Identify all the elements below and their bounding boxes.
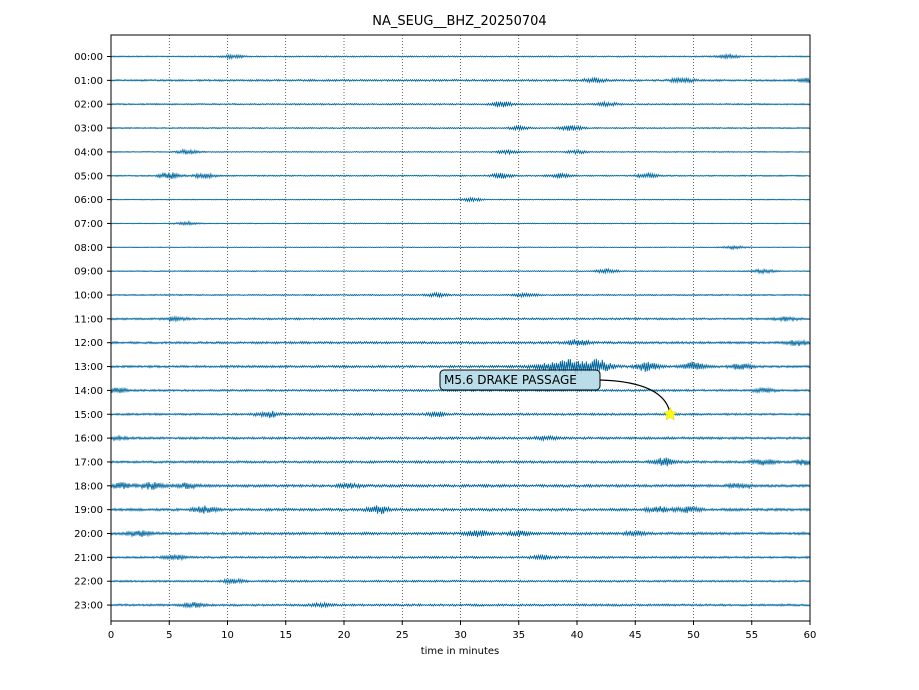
x-tick-label: 45 (629, 630, 642, 641)
y-tick-label: 20:00 (74, 529, 103, 540)
y-tick-labels: 00:00 01:00 02:00 03:00 04:00 05:00 06:00 07:00… (74, 52, 111, 612)
y-tick-label: 14:00 (74, 386, 103, 397)
trace-2200 (110, 577, 811, 585)
trace-0300 (110, 124, 811, 132)
x-tick-label: 25 (396, 630, 409, 641)
x-tick-label: 30 (454, 630, 467, 641)
trace-0200 (110, 100, 811, 108)
y-tick-label: 07:00 (74, 219, 103, 230)
y-tick-label: 13:00 (74, 362, 103, 373)
y-tick-label: 11:00 (74, 314, 103, 325)
y-tick-label: 04:00 (74, 147, 103, 158)
trace-1200 (110, 339, 811, 347)
x-tick-label: 20 (338, 630, 351, 641)
x-tick-label: 5 (166, 630, 172, 641)
trace-0400 (110, 148, 811, 156)
trace-0700 (110, 220, 811, 227)
x-tick-label: 0 (108, 630, 114, 641)
x-tick-label: 10 (221, 630, 234, 641)
trace-rows (110, 52, 811, 609)
y-tick-label: 00:00 (74, 52, 103, 63)
trace-0500 (110, 171, 811, 180)
y-tick-label: 06:00 (74, 195, 103, 206)
y-tick-label: 10:00 (74, 291, 103, 302)
trace-1900 (110, 505, 811, 515)
y-tick-label: 21:00 (74, 553, 103, 564)
trace-2000 (110, 529, 811, 538)
trace-1500 (110, 410, 811, 419)
y-tick-label: 01:00 (74, 76, 103, 87)
annotation-arrow (599, 379, 671, 415)
y-tick-label: 19:00 (74, 505, 103, 516)
trace-1800 (110, 481, 811, 491)
x-tick-label: 50 (687, 630, 700, 641)
x-tick-label: 40 (571, 630, 584, 641)
event-annotation: M5.6 DRAKE PASSAGE (439, 369, 678, 421)
trace-0100 (110, 76, 811, 84)
trace-1600 (110, 434, 811, 442)
x-tick-label: 15 (279, 630, 292, 641)
trace-0600 (110, 196, 811, 203)
trace-1000 (110, 291, 811, 299)
x-tick-label: 55 (745, 630, 758, 641)
x-axis-label: time in minutes (421, 646, 500, 657)
trace-0000 (110, 52, 811, 61)
y-tick-label: 05:00 (74, 171, 103, 182)
y-tick-label: 03:00 (74, 124, 103, 135)
trace-0800 (110, 244, 811, 251)
y-tick-label: 09:00 (74, 267, 103, 278)
annotation-text: M5.6 DRAKE PASSAGE (444, 373, 577, 387)
y-tick-label: 22:00 (74, 577, 103, 588)
x-tick-label: 60 (804, 630, 817, 641)
star-icon (662, 406, 678, 421)
y-tick-label: 23:00 (74, 601, 103, 612)
y-tick-label: 17:00 (74, 457, 103, 468)
trace-2300 (110, 601, 811, 609)
x-tick-labels: 0 5 10 15 20 25 30 35 40 45 50 55 60 (108, 621, 817, 641)
y-tick-label: 12:00 (74, 338, 103, 349)
x-tick-label: 35 (512, 630, 525, 641)
annotation-box (439, 369, 601, 391)
y-tick-label: 15:00 (74, 410, 103, 421)
trace-0900 (110, 267, 811, 275)
trace-1100 (110, 315, 811, 323)
trace-1700 (110, 457, 811, 467)
trace-1300 (110, 358, 811, 375)
y-tick-label: 18:00 (74, 481, 103, 492)
y-tick-label: 02:00 (74, 100, 103, 111)
y-tick-label: 08:00 (74, 243, 103, 254)
trace-2100 (110, 553, 811, 562)
y-tick-label: 16:00 (74, 434, 103, 445)
chart-title: NA_SEUG__BHZ_20250704 (372, 14, 546, 29)
